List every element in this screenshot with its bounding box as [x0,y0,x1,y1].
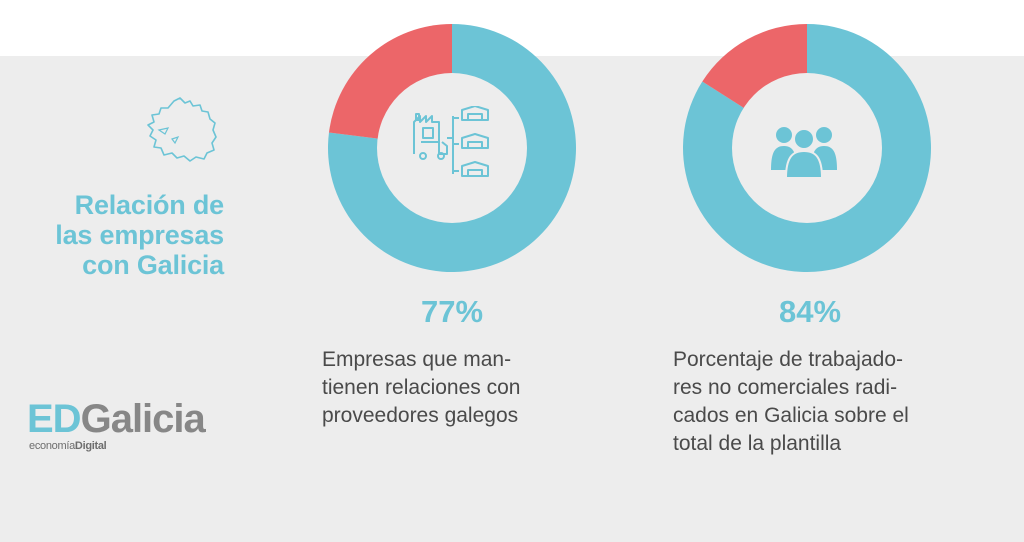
logo-sub-bold: Digital [74,440,107,452]
description-line: cados en Galicia sobre el [673,404,909,427]
logo-sub-light: economía [29,440,75,452]
logo-prefix: ED [27,397,82,441]
people-group-icon [771,127,837,179]
description-line: Porcentaje de trabajado- [673,348,903,371]
donut-1-description: Empresas que man- tienen relaciones con … [322,346,520,430]
description-line: tienen relaciones con [322,376,521,399]
title-line: las empresas [55,220,224,250]
galicia-map-icon [147,97,217,162]
description-line: Empresas que man- [322,348,512,371]
logo-subtitle: economíaDigital [29,440,205,452]
donut-2-description: Porcentaje de trabajado- res no comercia… [673,346,909,458]
description-line: total de la plantilla [673,432,842,455]
logo-main-text: Galicia [80,397,206,441]
donut-2-percent-label: 84% [778,294,842,329]
section-title: Relación de las empresas con Galicia [55,190,224,280]
title-line: Relación de [74,190,225,220]
factory-suppliers-icon [413,106,489,177]
description-line: proveedores galegos [322,404,519,427]
brand-logo: EDGalicia economíaDigital [27,397,206,452]
logo-wordmark: EDGalicia [27,397,206,441]
donut-1-percent-label: 77% [420,294,484,329]
title-line: con Galicia [82,250,224,280]
description-line: res no comerciales radi- [673,376,898,399]
